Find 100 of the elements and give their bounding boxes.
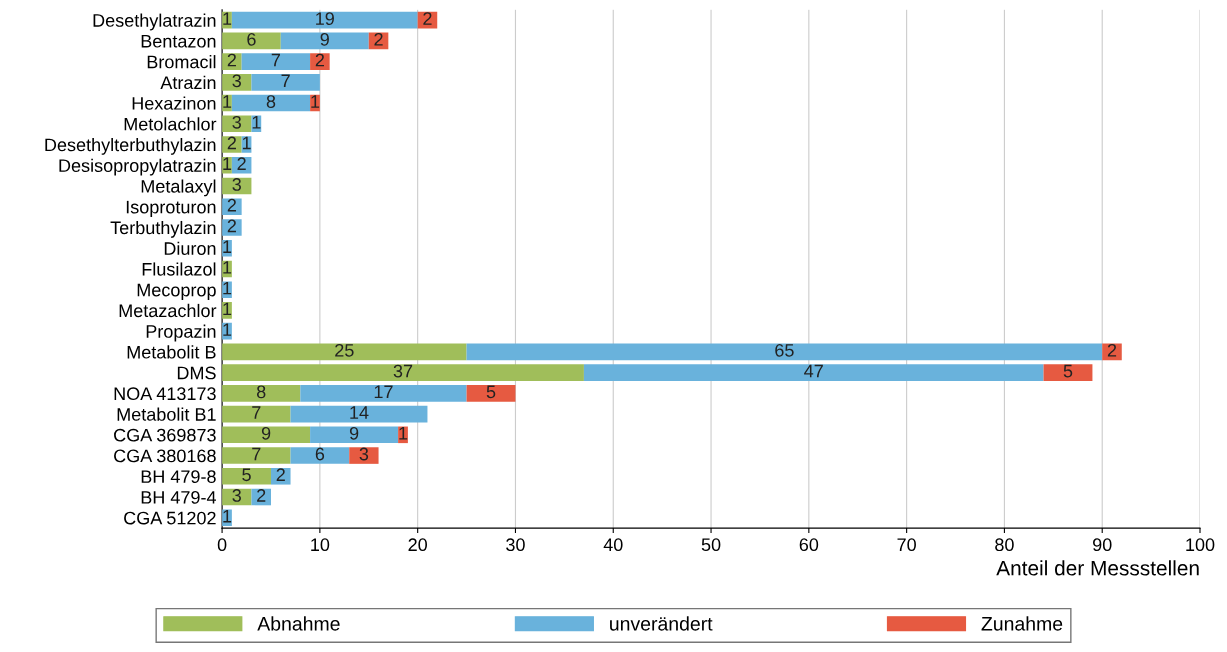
x-tick-label: 0 [217,538,227,552]
data-label: 1 [223,12,232,25]
y-tick-label: Propazin [146,324,216,342]
y-tick-label: Isoproturon [126,200,216,218]
bar [583,364,1044,381]
x-tick-label: 80 [995,538,1014,552]
data-label: 1 [223,302,232,316]
data-label: 1 [223,510,232,523]
bar [222,385,301,402]
data-label: 8 [256,385,266,399]
data-label: 5 [242,468,251,482]
data-label: 2 [423,12,432,25]
x-tick-label: 20 [408,538,428,552]
x-tick-label: 70 [897,538,916,552]
data-label: 65 [775,343,794,357]
data-label: 25 [335,343,354,357]
y-tick-label: Metabolit B [127,345,216,359]
data-label: 1 [223,261,232,274]
y-tick-label: Desethylatrazin [93,13,216,31]
bar [251,74,320,91]
legend-label: unverändert [610,616,713,631]
data-label: 37 [393,364,413,378]
y-tick-label: Desethylterbuthylazin [45,138,216,155]
bar [280,32,369,50]
data-label: 5 [1063,364,1073,378]
data-label: 2 [1107,343,1117,357]
y-tick-label: Hexazinon [132,96,216,110]
x-tick-label: 30 [506,538,525,552]
y-tick-label: NOA 413173 [114,387,216,401]
data-label: 2 [257,489,266,502]
data-label: 14 [350,406,369,419]
y-tick-label: CGA 369873 [114,428,216,442]
bar [222,447,291,464]
data-label: 2 [227,53,236,67]
bar [222,467,271,485]
y-tick-label: BH 479-8 [141,470,216,484]
y-tick-label: Mecoprop [137,283,216,300]
bar [270,467,291,485]
data-label: 3 [232,178,241,191]
y-tick-label: CGA 380168 [114,449,216,463]
data-label: 2 [374,32,383,46]
data-label: 1 [223,157,232,170]
data-label: 3 [232,115,241,129]
bar [349,447,379,464]
x-tick-label: 50 [701,538,721,552]
data-label: 2 [227,136,236,150]
x-axis-title: Anteil der Messstellen [996,560,1199,576]
bar [1043,364,1093,381]
y-tick-label: Atrazin [160,75,216,90]
data-label: 9 [320,32,329,46]
legend-label: Abnahme [257,616,340,631]
data-label: 2 [237,157,246,170]
data-label: 3 [232,74,241,88]
legend-label: Zunahme [981,616,1063,631]
data-label: 8 [266,95,276,108]
y-tick-label: BH 479-4 [141,490,217,504]
data-label: 1 [242,136,251,150]
data-label: 1 [223,95,232,108]
bar [222,343,467,361]
y-tick-label: Desisopropylatrazin [59,158,216,176]
x-tick-label: 100 [1186,538,1215,552]
bar [290,447,350,464]
data-label: 2 [276,468,285,481]
bar [222,426,311,444]
data-label: 1 [223,281,232,295]
bar [290,405,428,423]
data-label: 1 [252,116,261,129]
x-tick-label: 90 [1093,538,1112,552]
x-tick-label: 60 [799,538,819,552]
data-label: 2 [315,53,324,67]
data-label: 1 [223,323,232,336]
data-label: 9 [349,426,359,440]
y-tick-label: Diuron [164,241,216,255]
y-tick-label: Terbuthylazin [110,220,216,238]
data-label: 1 [311,95,320,108]
data-label: 19 [316,12,334,25]
bar [466,385,516,402]
bar [222,32,281,50]
y-tick-label: Bentazon [141,35,216,48]
bar [222,74,252,91]
bar [466,343,1103,361]
bar [222,364,584,381]
y-tick-label: Metolachlor [124,117,217,131]
y-tick-label: Metazachlor [119,303,217,318]
bar [300,385,467,402]
data-label: 7 [252,447,261,461]
x-tick-label: 40 [603,538,623,552]
data-label: 1 [399,427,408,440]
y-tick-label: CGA 51202 [124,511,216,525]
data-label: 3 [232,489,241,502]
x-tick-label: 10 [311,538,330,552]
bar [231,11,418,29]
data-label: 7 [271,53,280,67]
data-label: 5 [486,385,496,399]
data-label: 1 [223,240,232,253]
y-tick-label: Metabolit B1 [117,407,216,421]
data-label: 47 [804,364,823,378]
data-label: 6 [247,32,256,46]
y-tick-label: Flusilazol [142,262,216,276]
y-tick-label: Metalaxyl [141,179,216,197]
